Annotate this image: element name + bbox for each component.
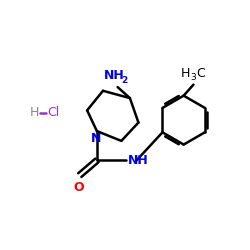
Text: 3: 3	[190, 73, 196, 82]
Text: H: H	[30, 106, 40, 119]
Text: NH: NH	[104, 69, 124, 82]
Text: Cl: Cl	[47, 106, 59, 119]
Text: 2: 2	[121, 76, 128, 85]
Text: N: N	[90, 132, 101, 145]
Text: H: H	[180, 67, 190, 80]
Text: C: C	[196, 67, 205, 80]
Text: NH: NH	[128, 154, 148, 167]
Text: O: O	[73, 181, 84, 194]
